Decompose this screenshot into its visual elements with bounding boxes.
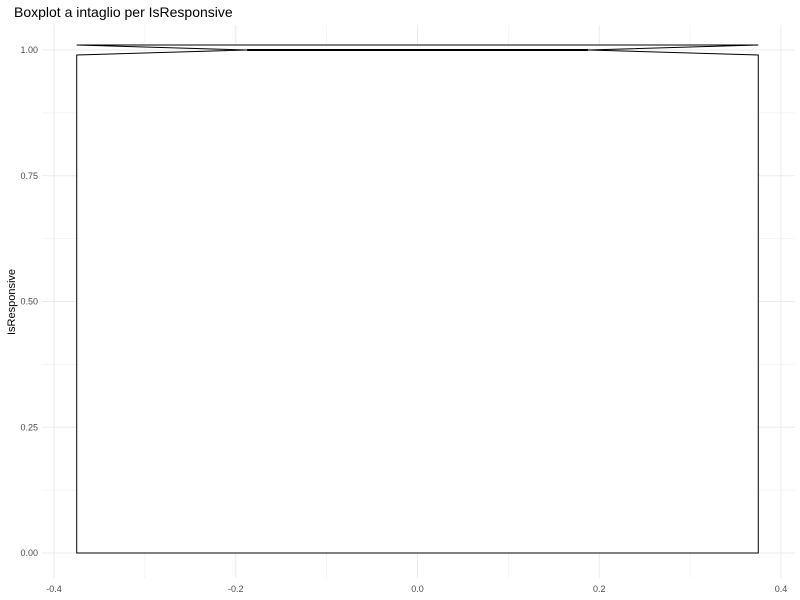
y-tick-label: 0.75 [20,171,38,181]
chart-title: Boxplot a intaglio per IsResponsive [14,4,233,20]
y-axis-ticks: 0.00 0.25 0.50 0.75 1.00 [20,45,38,558]
y-tick-label: 0.25 [20,422,38,432]
x-tick-label: -0.4 [46,584,62,594]
y-tick-label: 0.00 [20,548,38,558]
box-body [76,44,759,554]
x-tick-label: -0.2 [228,584,244,594]
x-tick-label: 0.0 [411,584,424,594]
y-axis-title: IsResponsive [6,269,18,335]
x-axis-ticks: -0.4 -0.2 0.0 0.2 0.4 [46,584,787,594]
x-tick-label: 0.2 [593,584,606,594]
boxplot [76,44,759,554]
x-tick-label: 0.4 [775,584,788,594]
y-tick-label: 0.50 [20,297,38,307]
y-tick-label: 1.00 [20,45,38,55]
